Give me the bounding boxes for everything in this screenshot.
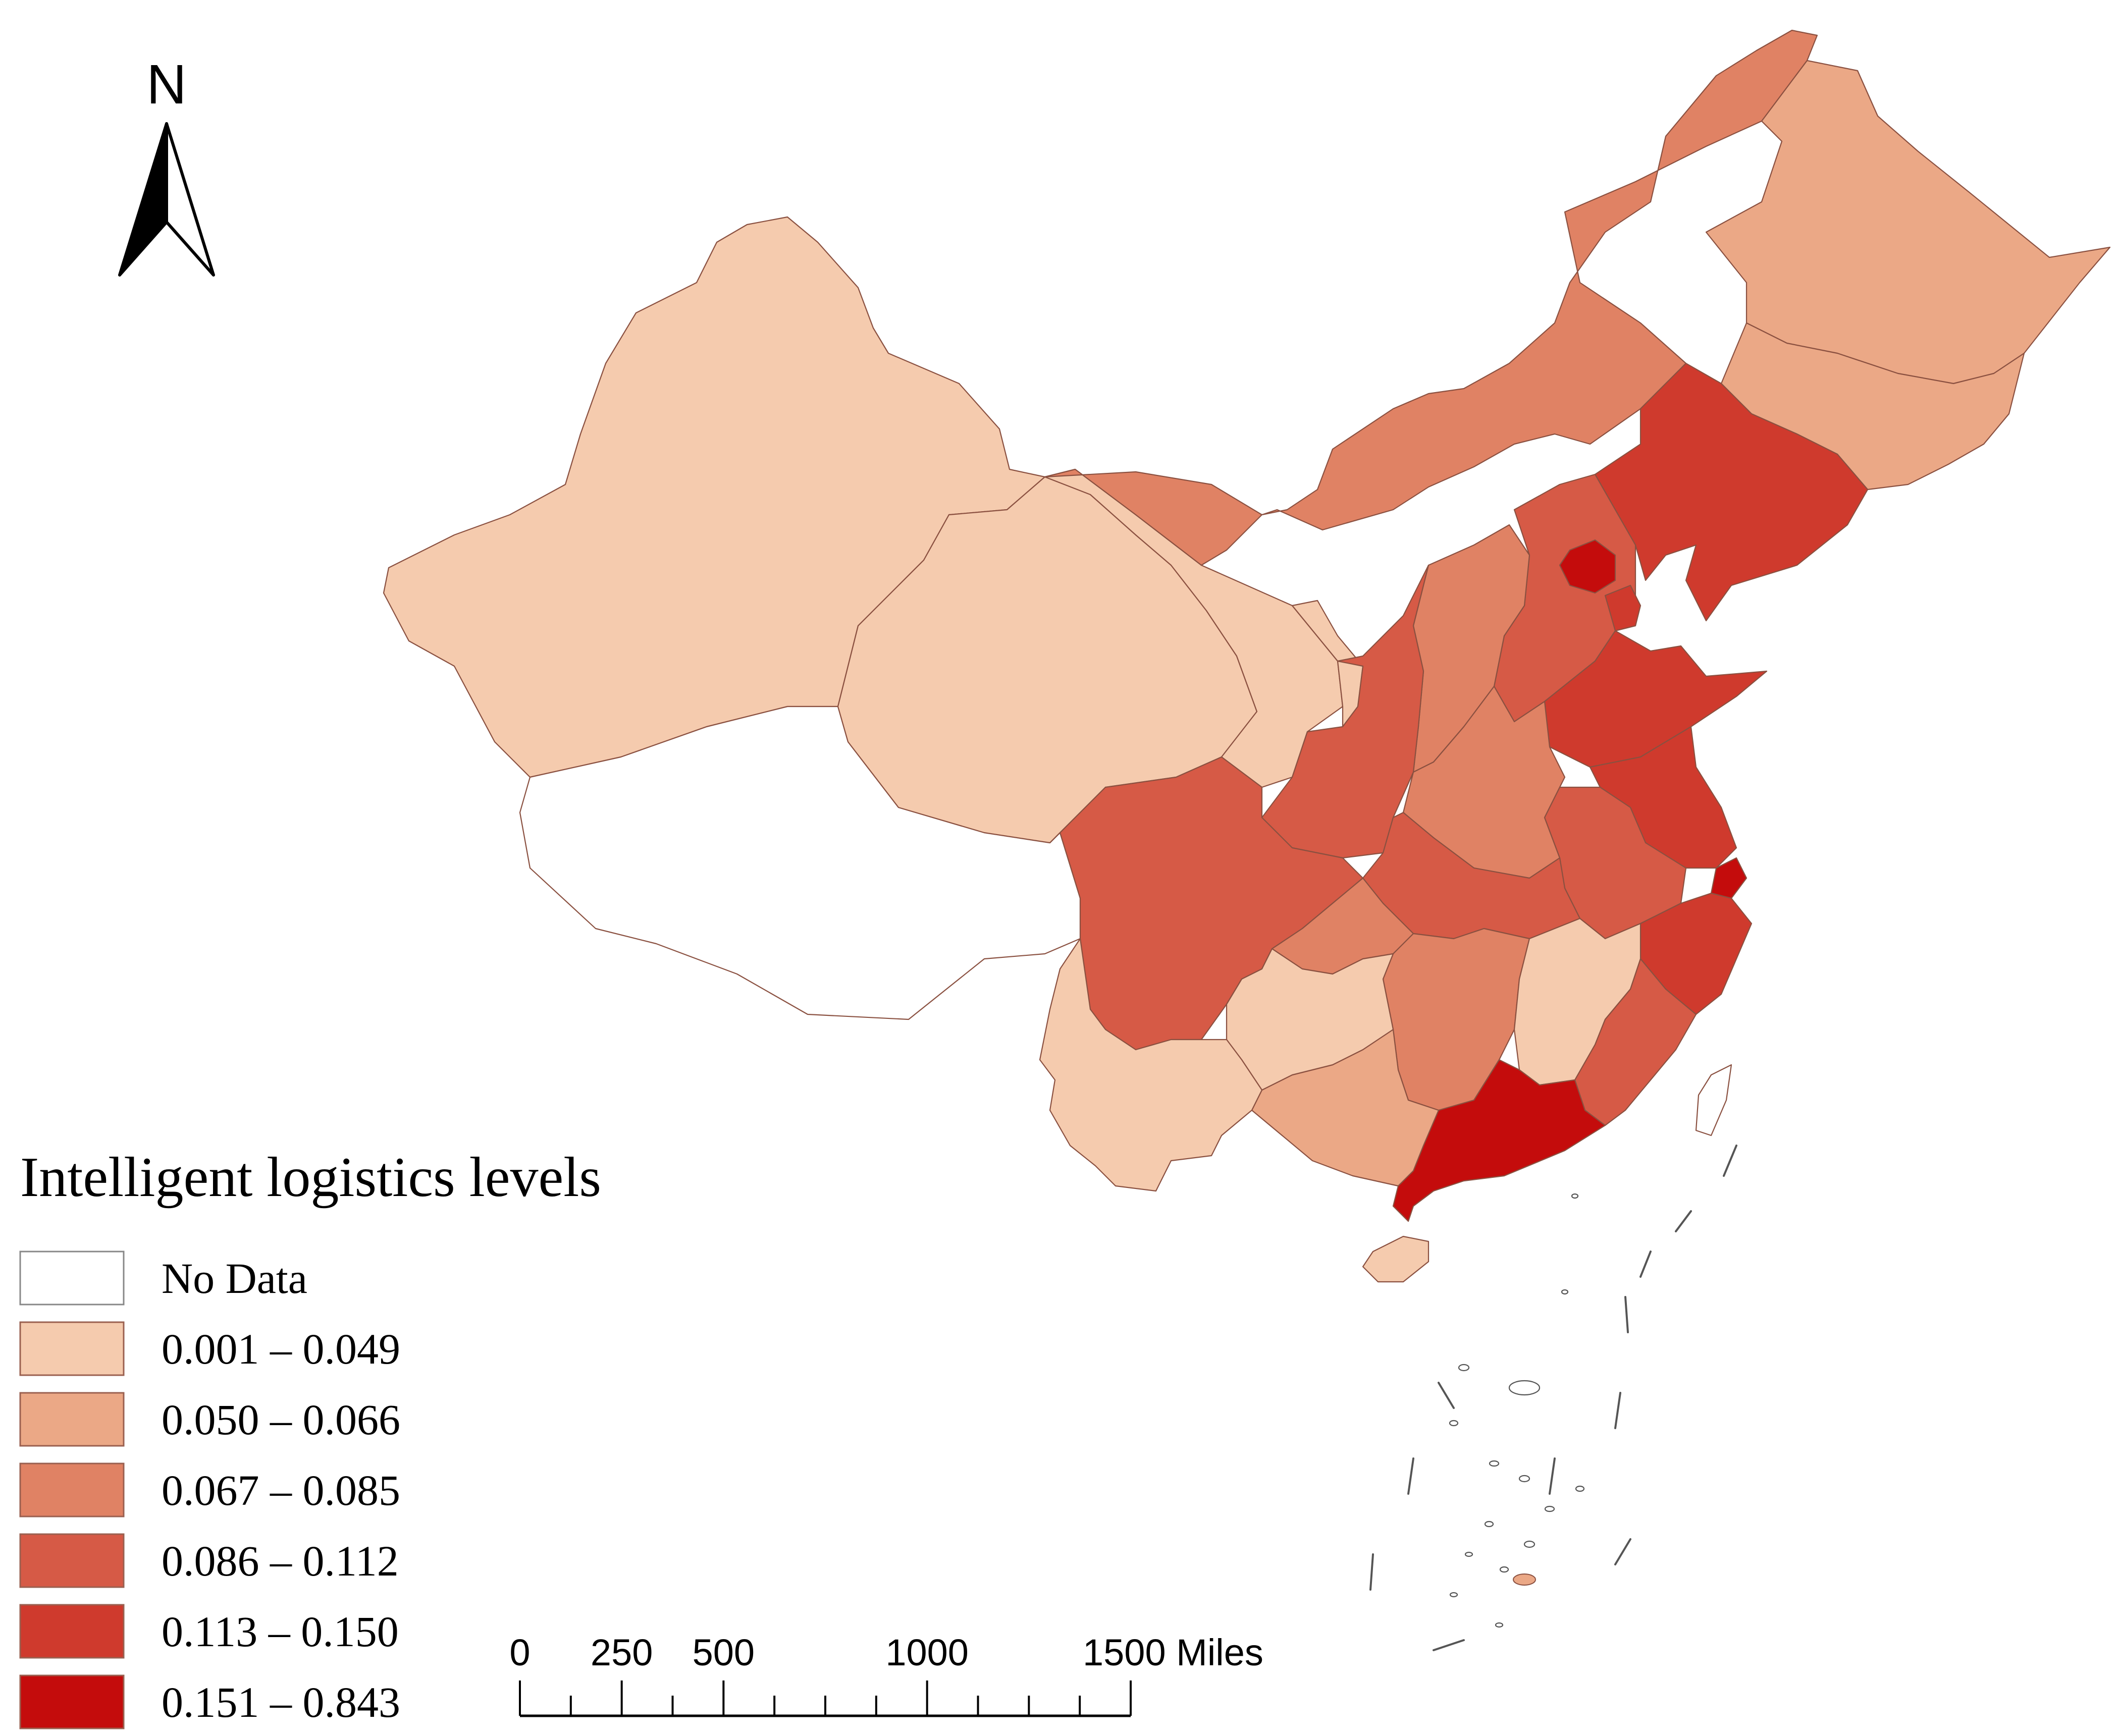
legend-label: 0.151 – 0.843 xyxy=(162,1678,400,1726)
region-inner-mongolia[interactable] xyxy=(1044,29,1818,566)
north-arrow-icon: N xyxy=(118,53,215,277)
scale-bar-ticks: 0 250 500 1000 1500 Miles xyxy=(509,1632,1263,1717)
legend-label: 0.050 – 0.066 xyxy=(162,1395,400,1444)
scale-bar-label: 500 xyxy=(693,1632,755,1673)
legend-swatch xyxy=(19,1321,125,1376)
scale-bar: 0 250 500 1000 1500 Miles xyxy=(509,1632,1263,1717)
legend-swatch xyxy=(19,1462,125,1517)
legend-label: 0.086 – 0.112 xyxy=(162,1537,399,1585)
scale-bar-label: 250 xyxy=(591,1632,653,1673)
legend-label: No Data xyxy=(162,1254,307,1303)
scale-bar-label: 1000 xyxy=(885,1632,969,1673)
province-layer xyxy=(383,29,2111,1283)
legend-swatch xyxy=(19,1392,125,1447)
region-shanghai[interactable] xyxy=(1710,857,1748,899)
region-beijing[interactable] xyxy=(1559,539,1616,594)
north-label: N xyxy=(146,53,186,116)
region-yunnan[interactable] xyxy=(1039,938,1263,1192)
legend-label: 0.067 – 0.085 xyxy=(162,1466,400,1514)
legend-label: 0.001 – 0.049 xyxy=(162,1325,400,1373)
legend-title: Intelligent logistics levels xyxy=(20,1146,601,1209)
legend-swatch xyxy=(19,1251,125,1306)
region-tianjin[interactable] xyxy=(1604,584,1642,632)
legend-swatch xyxy=(19,1604,125,1659)
scale-bar-label: 1500 Miles xyxy=(1083,1632,1263,1673)
region-hainan[interactable] xyxy=(1362,1235,1430,1283)
legend-label: 0.113 – 0.150 xyxy=(162,1607,399,1656)
legend-swatch xyxy=(19,1533,125,1588)
legend-swatch xyxy=(19,1674,125,1729)
south-china-sea-inset xyxy=(1369,1145,1737,1651)
legend: Intelligent logistics levels No Data 0.00… xyxy=(19,1146,601,1729)
scale-bar-label: 0 xyxy=(509,1632,530,1673)
legend-items: No Data 0.001 – 0.049 0.050 – 0.066 0.067 –… xyxy=(19,1251,400,1729)
region-taiwan[interactable] xyxy=(1695,1064,1732,1136)
